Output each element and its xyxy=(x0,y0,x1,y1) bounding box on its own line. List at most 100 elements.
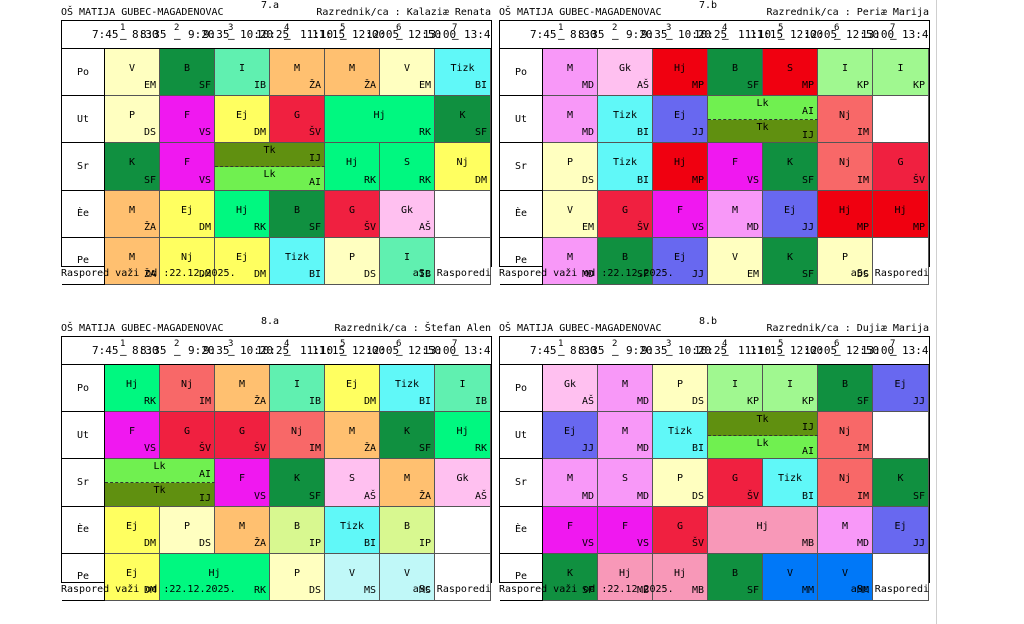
lesson-cell[interactable]: Gk AŠ xyxy=(543,365,598,413)
lesson-cell[interactable]: V MM xyxy=(763,553,818,601)
lesson-cell[interactable]: Ej JJ xyxy=(653,96,708,144)
lesson-cell[interactable]: F VS xyxy=(708,143,763,191)
lesson-cell[interactable]: M MD xyxy=(543,237,598,285)
lesson-cell[interactable]: P DS xyxy=(818,237,873,285)
lesson-cell[interactable]: S RK xyxy=(380,143,435,191)
lesson-cell[interactable]: M MD xyxy=(543,49,598,97)
lesson-cell[interactable]: F VS xyxy=(105,412,160,460)
lesson-cell[interactable]: B IP xyxy=(380,506,435,554)
lesson-cell[interactable]: M ŽA xyxy=(215,365,270,413)
lesson-cell[interactable]: G ŠV xyxy=(708,459,763,507)
lesson-cell[interactable]: Hj MB xyxy=(708,506,818,554)
lesson-cell[interactable]: M ŽA xyxy=(325,49,380,97)
lesson-cell[interactable]: V EM xyxy=(543,190,598,238)
lesson-cell[interactable]: I KP xyxy=(873,49,929,97)
lesson-cell[interactable]: M MD xyxy=(708,190,763,238)
lesson-cell[interactable]: M MD xyxy=(598,365,653,413)
lesson-cell[interactable]: B SF xyxy=(818,365,873,413)
lesson-cell[interactable]: V MS xyxy=(380,553,435,601)
lesson-cell[interactable]: Nj DM xyxy=(160,237,215,285)
lesson-cell[interactable]: G ŠV xyxy=(653,506,708,554)
lesson-cell[interactable]: Hj MP xyxy=(653,143,708,191)
lesson-cell[interactable]: P DS xyxy=(653,459,708,507)
lesson-cell[interactable]: K SF xyxy=(435,96,491,144)
lesson-cell[interactable]: V EM xyxy=(380,49,435,97)
lesson-cell[interactable]: P DS xyxy=(325,237,380,285)
lesson-cell[interactable]: V MM xyxy=(818,553,873,601)
lesson-cell[interactable]: S MP xyxy=(763,49,818,97)
lesson-cell[interactable]: Tizk BI xyxy=(270,237,325,285)
lesson-cell[interactable]: G ŠV xyxy=(215,412,270,460)
lesson-cell[interactable]: Hj RK xyxy=(105,365,160,413)
lesson-cell[interactable]: G ŠV xyxy=(325,190,380,238)
lesson-cell[interactable]: Tizk BI xyxy=(380,365,435,413)
lesson-cell[interactable]: Hj MP xyxy=(818,190,873,238)
lesson-cell[interactable]: Tizk BI xyxy=(325,506,380,554)
lesson-cell[interactable]: M ŽA xyxy=(105,190,160,238)
lesson-cell[interactable]: Gk AŠ xyxy=(598,49,653,97)
lesson-cell[interactable]: Nj IM xyxy=(818,96,873,144)
lesson-cell[interactable]: P DS xyxy=(105,96,160,144)
lesson-cell[interactable]: F VS xyxy=(160,143,215,191)
lesson-cell[interactable]: I IB xyxy=(270,365,325,413)
lesson-cell[interactable]: V EM xyxy=(105,49,160,97)
lesson-cell[interactable]: Tk IJ xyxy=(708,119,818,144)
lesson-cell[interactable]: Nj IM xyxy=(818,412,873,460)
lesson-cell[interactable]: B IP xyxy=(270,506,325,554)
lesson-cell[interactable]: M MD xyxy=(543,96,598,144)
lesson-cell[interactable]: S AŠ xyxy=(325,459,380,507)
lesson-cell[interactable]: Tizk BI xyxy=(598,96,653,144)
lesson-cell[interactable]: Lk AI xyxy=(708,96,818,120)
lesson-cell[interactable]: K SF xyxy=(763,143,818,191)
lesson-cell[interactable]: M ŽA xyxy=(215,506,270,554)
lesson-cell[interactable]: Nj IM xyxy=(270,412,325,460)
lesson-cell[interactable]: Hj MP xyxy=(873,190,929,238)
lesson-cell[interactable]: Ej DM xyxy=(160,190,215,238)
lesson-cell[interactable]: Ej DM xyxy=(215,96,270,144)
lesson-cell[interactable]: Hj RK xyxy=(325,96,435,144)
lesson-cell[interactable]: Tk IJ xyxy=(105,483,215,507)
lesson-cell[interactable]: Gk AŠ xyxy=(435,459,491,507)
lesson-cell[interactable]: I IB xyxy=(215,49,270,97)
lesson-cell[interactable]: Tk IJ xyxy=(708,412,818,436)
lesson-cell[interactable]: V EM xyxy=(708,237,763,285)
lesson-cell[interactable]: Ej JJ xyxy=(763,190,818,238)
lesson-cell[interactable]: Hj MB xyxy=(653,553,708,601)
lesson-cell[interactable]: Hj RK xyxy=(325,143,380,191)
lesson-cell[interactable]: Tizk BI xyxy=(763,459,818,507)
lesson-cell[interactable]: Hj RK xyxy=(160,553,270,601)
lesson-cell[interactable]: Lk AI xyxy=(215,167,325,191)
lesson-cell[interactable]: B SF xyxy=(708,49,763,97)
lesson-cell[interactable]: Hj MB xyxy=(598,553,653,601)
lesson-cell[interactable]: Hj RK xyxy=(215,190,270,238)
lesson-cell[interactable]: B SF xyxy=(160,49,215,97)
lesson-cell[interactable]: Ej DM xyxy=(215,237,270,285)
lesson-cell[interactable]: Nj DM xyxy=(435,143,491,191)
lesson-cell[interactable]: G ŠV xyxy=(873,143,929,191)
lesson-cell[interactable]: I IB xyxy=(380,237,435,285)
lesson-cell[interactable]: M ŽA xyxy=(325,412,380,460)
lesson-cell[interactable]: M ŽA xyxy=(380,459,435,507)
lesson-cell[interactable]: G ŠV xyxy=(270,96,325,144)
lesson-cell[interactable]: I KP xyxy=(818,49,873,97)
lesson-cell[interactable]: I IB xyxy=(435,365,491,413)
lesson-cell[interactable]: Ej DM xyxy=(105,506,160,554)
lesson-cell[interactable]: F VS xyxy=(160,96,215,144)
lesson-cell[interactable]: M ŽA xyxy=(105,237,160,285)
lesson-cell[interactable]: Tk IJ xyxy=(215,143,325,167)
lesson-cell[interactable]: K SF xyxy=(763,237,818,285)
lesson-cell[interactable]: Ej DM xyxy=(105,553,160,601)
lesson-cell[interactable]: M MD xyxy=(543,459,598,507)
lesson-cell[interactable]: B SF xyxy=(270,190,325,238)
lesson-cell[interactable]: G ŠV xyxy=(598,190,653,238)
lesson-cell[interactable]: Lk AI xyxy=(708,435,818,460)
lesson-cell[interactable]: Nj IM xyxy=(160,365,215,413)
lesson-cell[interactable]: F VS xyxy=(215,459,270,507)
lesson-cell[interactable]: Tizk BI xyxy=(435,49,491,97)
lesson-cell[interactable]: G ŠV xyxy=(160,412,215,460)
lesson-cell[interactable]: K SF xyxy=(105,143,160,191)
lesson-cell[interactable]: Ej JJ xyxy=(873,365,929,413)
lesson-cell[interactable]: B SF xyxy=(598,237,653,285)
lesson-cell[interactable]: Tizk BI xyxy=(598,143,653,191)
lesson-cell[interactable]: I KP xyxy=(763,365,818,413)
